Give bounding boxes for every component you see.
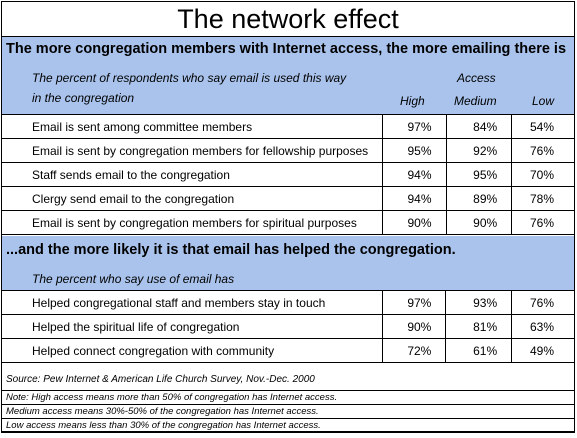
section1-table: Email is sent among committee members 97%… <box>1 114 575 235</box>
table-row: Email is sent among committee members 97%… <box>1 114 575 139</box>
value-medium: 93% <box>445 290 513 315</box>
value-high: 94% <box>381 162 447 187</box>
row-label: Clergy send email to the congregation <box>1 186 383 211</box>
section2-header: ...and the more likely it is that email … <box>1 236 575 291</box>
table-row: Email is sent by congregation members fo… <box>1 210 575 235</box>
section1-subtitle-line2: in the congregation <box>32 91 135 105</box>
page-title: The network effect <box>1 1 575 37</box>
table-row: Clergy send email to the congregation 94%… <box>1 186 575 211</box>
row-label: Email is sent by congregation members fo… <box>1 138 383 163</box>
table-row: Helped connect congregation with communi… <box>1 338 575 363</box>
value-medium: 92% <box>445 138 513 163</box>
column-header-high: High <box>400 94 425 108</box>
value-medium: 61% <box>445 338 513 363</box>
section1-subtitle-line1: The percent of respondents who say email… <box>32 71 347 85</box>
value-low: 70% <box>511 162 575 187</box>
value-medium: 81% <box>445 314 513 339</box>
row-label: Helped connect congregation with communi… <box>1 338 383 363</box>
value-low: 54% <box>511 114 575 139</box>
row-label: Email is sent by congregation members fo… <box>1 210 383 235</box>
table-row: Staff sends email to the congregation 94%… <box>1 162 575 187</box>
table-row: Helped the spiritual life of congregatio… <box>1 314 575 339</box>
section2-headline: ...and the more likely it is that email … <box>6 242 456 258</box>
value-high: 95% <box>381 138 447 163</box>
value-low: 76% <box>511 138 575 163</box>
value-low: 76% <box>511 210 575 235</box>
value-medium: 84% <box>445 114 513 139</box>
note-medium-access: Medium access means 30%-50% of the congr… <box>1 404 575 418</box>
note-high-access: Note: High access means more than 50% of… <box>1 390 575 404</box>
value-high: 94% <box>381 186 447 211</box>
value-low: 49% <box>511 338 575 363</box>
row-label: Helped congregational staff and members … <box>1 290 383 315</box>
value-medium: 95% <box>445 162 513 187</box>
row-label: Staff sends email to the congregation <box>1 162 383 187</box>
section2-table: Helped congregational staff and members … <box>1 290 575 363</box>
row-label: Email is sent among committee members <box>1 114 383 139</box>
source-note: Source: Pew Internet & American Life Chu… <box>1 367 575 389</box>
note-low-access: Low access means less than 30% of the co… <box>1 418 575 432</box>
section1-header: The more congregation members with Inter… <box>1 37 575 114</box>
column-header-medium: Medium <box>454 94 497 108</box>
value-high: 97% <box>381 290 447 315</box>
value-high: 90% <box>381 210 447 235</box>
value-low: 78% <box>511 186 575 211</box>
access-label: Access <box>457 71 496 85</box>
table-row: Helped congregational staff and members … <box>1 290 575 315</box>
row-label: Helped the spiritual life of congregatio… <box>1 314 383 339</box>
value-low: 76% <box>511 290 575 315</box>
section2-subtitle: The percent who say use of email has <box>32 272 235 286</box>
value-high: 90% <box>381 314 447 339</box>
value-high: 97% <box>381 114 447 139</box>
value-low: 63% <box>511 314 575 339</box>
value-high: 72% <box>381 338 447 363</box>
table-row: Email is sent by congregation members fo… <box>1 138 575 163</box>
value-medium: 89% <box>445 186 513 211</box>
column-header-low: Low <box>532 94 555 108</box>
value-medium: 90% <box>445 210 513 235</box>
section1-headline: The more congregation members with Inter… <box>6 41 567 57</box>
